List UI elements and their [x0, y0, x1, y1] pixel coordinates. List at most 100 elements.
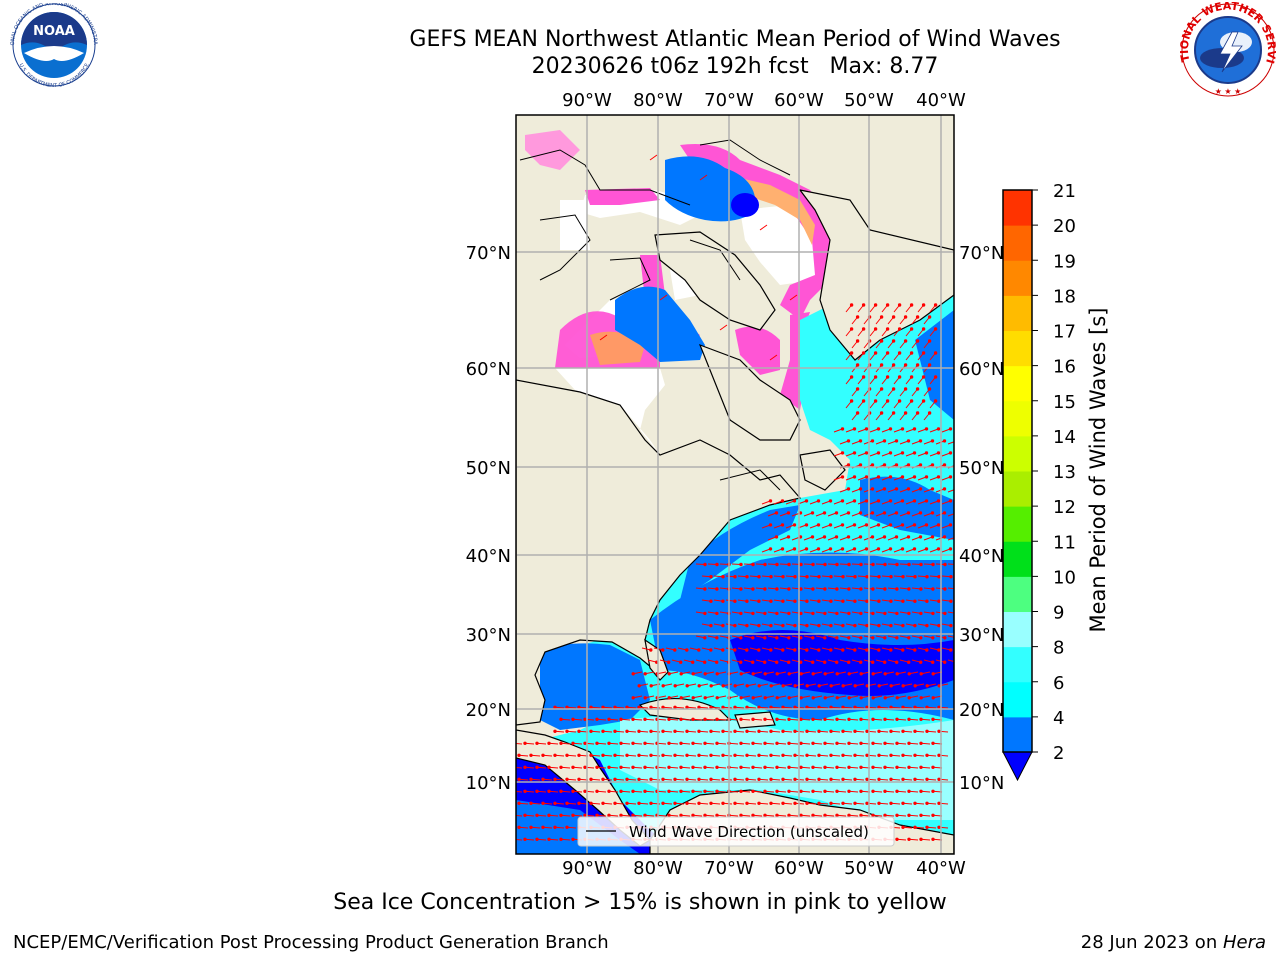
arrow-head	[733, 575, 737, 579]
arrow-head	[787, 660, 791, 664]
arrow-head	[733, 777, 737, 781]
arrow-head	[649, 648, 653, 652]
arrow-head	[936, 451, 941, 455]
arrow-head	[919, 672, 923, 676]
arrow-head	[715, 717, 719, 721]
arrow-head	[661, 684, 665, 688]
arrow-head	[937, 599, 941, 603]
arrow-head	[931, 741, 935, 745]
arrow-head	[913, 648, 917, 652]
arrow-head	[956, 563, 958, 565]
noaa-logo: NOAA NATIONAL OCEANIC AND ATMOSPHERIC AD…	[4, 3, 98, 87]
lon-label: 70°W	[704, 858, 754, 879]
arrow-head	[865, 705, 869, 709]
arrow-head	[852, 475, 857, 479]
arrow-head	[859, 672, 863, 676]
arrow-head	[721, 684, 725, 688]
arrow-head	[853, 753, 857, 757]
arrow-head	[847, 741, 851, 745]
arrow-head	[943, 587, 947, 591]
arrow-head	[517, 825, 521, 829]
arrow-head	[589, 801, 593, 805]
arrow-head	[541, 777, 545, 781]
arrow-head	[739, 636, 743, 640]
arrow-head	[523, 741, 527, 745]
arrow-head	[876, 451, 881, 455]
arrow-head	[901, 599, 905, 603]
arrow-head	[769, 575, 773, 579]
arrow-head	[889, 648, 893, 652]
arrow-head	[631, 717, 635, 721]
arrow-head	[846, 535, 851, 539]
colorbar-tick-label: 13	[1053, 462, 1076, 483]
arrow-head	[835, 741, 839, 745]
arrow-head	[768, 499, 773, 503]
arrow-head	[879, 387, 884, 391]
arrow-head	[903, 339, 908, 343]
arrow-head	[879, 363, 884, 367]
arrow-head	[517, 777, 521, 781]
arrow-head	[859, 741, 863, 745]
arrow-head	[865, 753, 869, 757]
arrow-head	[583, 789, 587, 793]
lat-label: 40°N	[466, 546, 511, 567]
arrow-head	[918, 463, 923, 467]
arrow-head	[811, 765, 815, 769]
arrow-head	[637, 729, 641, 733]
arrow-head	[919, 696, 923, 700]
arrow-head	[885, 375, 890, 379]
arrow-head	[631, 765, 635, 769]
arrow-head	[871, 741, 875, 745]
arrow-head	[955, 488, 957, 490]
arrow-head	[769, 777, 773, 781]
arrow-head	[885, 399, 890, 403]
arrow-head	[757, 777, 761, 781]
arrow-head	[913, 753, 917, 757]
arrow-head	[835, 789, 839, 793]
arrow-head	[931, 765, 935, 769]
arrow-head	[775, 611, 779, 616]
arrow-head	[883, 741, 887, 745]
arrow-head	[691, 660, 695, 664]
arrow-head	[601, 777, 605, 781]
arrow-head	[811, 717, 815, 721]
arrow-head	[903, 363, 908, 367]
noaa-logo-text: NOAA	[33, 24, 75, 39]
arrow-head	[703, 717, 707, 721]
arrow-head	[931, 696, 935, 700]
arrow-head	[709, 777, 713, 781]
arrow-head	[697, 777, 701, 781]
arrow-head	[733, 801, 737, 805]
arrow-head	[709, 648, 713, 652]
arrow-head	[891, 387, 896, 391]
arrow-head	[918, 487, 923, 491]
arrow-head	[897, 351, 902, 355]
arrow-head	[613, 777, 617, 781]
arrow-head	[775, 765, 779, 769]
arrow-head	[847, 813, 851, 817]
arrow-head	[861, 399, 866, 403]
arrow-head	[512, 790, 514, 792]
arrow-head	[930, 535, 935, 539]
arrow-head	[541, 801, 545, 805]
arrow-head	[709, 753, 713, 757]
arrow-head	[715, 562, 719, 567]
arrow-head	[847, 636, 851, 640]
arrow-head	[906, 439, 911, 443]
arrow-head	[559, 837, 563, 841]
arrow-head	[619, 789, 623, 793]
arrow-head	[739, 765, 743, 769]
arrow-head	[907, 562, 911, 567]
arrow-head	[921, 399, 926, 403]
arrow-head	[931, 636, 935, 640]
wave-direction-arrow	[759, 224, 768, 231]
arrow-head	[889, 575, 893, 579]
arrow-head	[787, 611, 791, 616]
arrow-head	[745, 648, 749, 652]
arrow-head	[709, 575, 713, 579]
arrow-head	[811, 660, 815, 664]
arrow-head	[828, 523, 833, 527]
arrow-head	[685, 729, 689, 733]
lon-label: 40°W	[916, 858, 966, 879]
arrow-head	[811, 696, 815, 700]
